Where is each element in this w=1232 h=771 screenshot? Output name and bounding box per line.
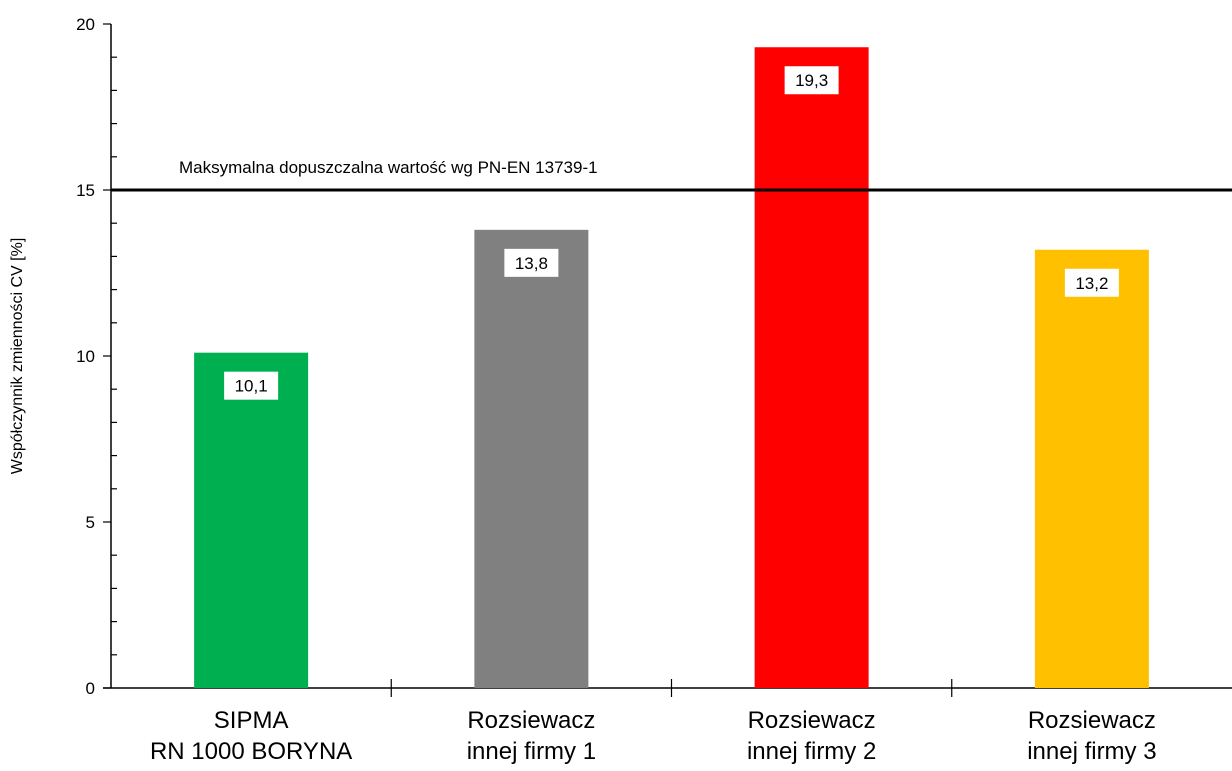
- x-category-label: innej firmy 2: [747, 738, 876, 765]
- data-label-box: [1064, 268, 1119, 297]
- y-tick-label: 5: [86, 513, 95, 532]
- labels: 10,1 SIPMA RN 1000 BORYNA 13,8 Rozsiewacz inn…: [150, 66, 1157, 765]
- reference-line-label: Maksymalna dopuszczalna wartość wg PN-EN…: [179, 158, 598, 177]
- x-category-label: Rozsiewacz: [467, 707, 595, 734]
- x-category-label: innej firmy 1: [467, 738, 596, 765]
- x-category-label: innej firmy 3: [1027, 738, 1156, 765]
- x-category-label: Rozsiewacz: [1028, 707, 1156, 734]
- x-category-label: RN 1000 BORYNA: [150, 738, 352, 765]
- y-tick-label: 10: [76, 347, 95, 366]
- bar: [474, 229, 589, 688]
- bars: [194, 47, 1149, 689]
- y-axis-title: Współczynnik zmienności CV [%]: [9, 238, 26, 475]
- data-label-box: [784, 66, 839, 95]
- x-category-label: SIPMA: [214, 707, 289, 734]
- data-label: 13,2: [1075, 274, 1108, 293]
- data-label-box: [504, 248, 559, 277]
- bar: [1034, 249, 1149, 688]
- reference-line-group: Maksymalna dopuszczalna wartość wg PN-EN…: [111, 158, 1232, 192]
- y-tick-label: 20: [76, 15, 95, 34]
- data-label: 10,1: [235, 377, 268, 396]
- y-tick-label: 0: [86, 679, 95, 698]
- x-category-label: Rozsiewacz: [748, 707, 876, 734]
- bar: [194, 352, 309, 688]
- bar: [754, 47, 869, 689]
- y-tick-label: 15: [76, 181, 95, 200]
- data-label: 19,3: [795, 71, 828, 90]
- data-label-box: [224, 371, 279, 400]
- data-label: 13,8: [515, 254, 548, 273]
